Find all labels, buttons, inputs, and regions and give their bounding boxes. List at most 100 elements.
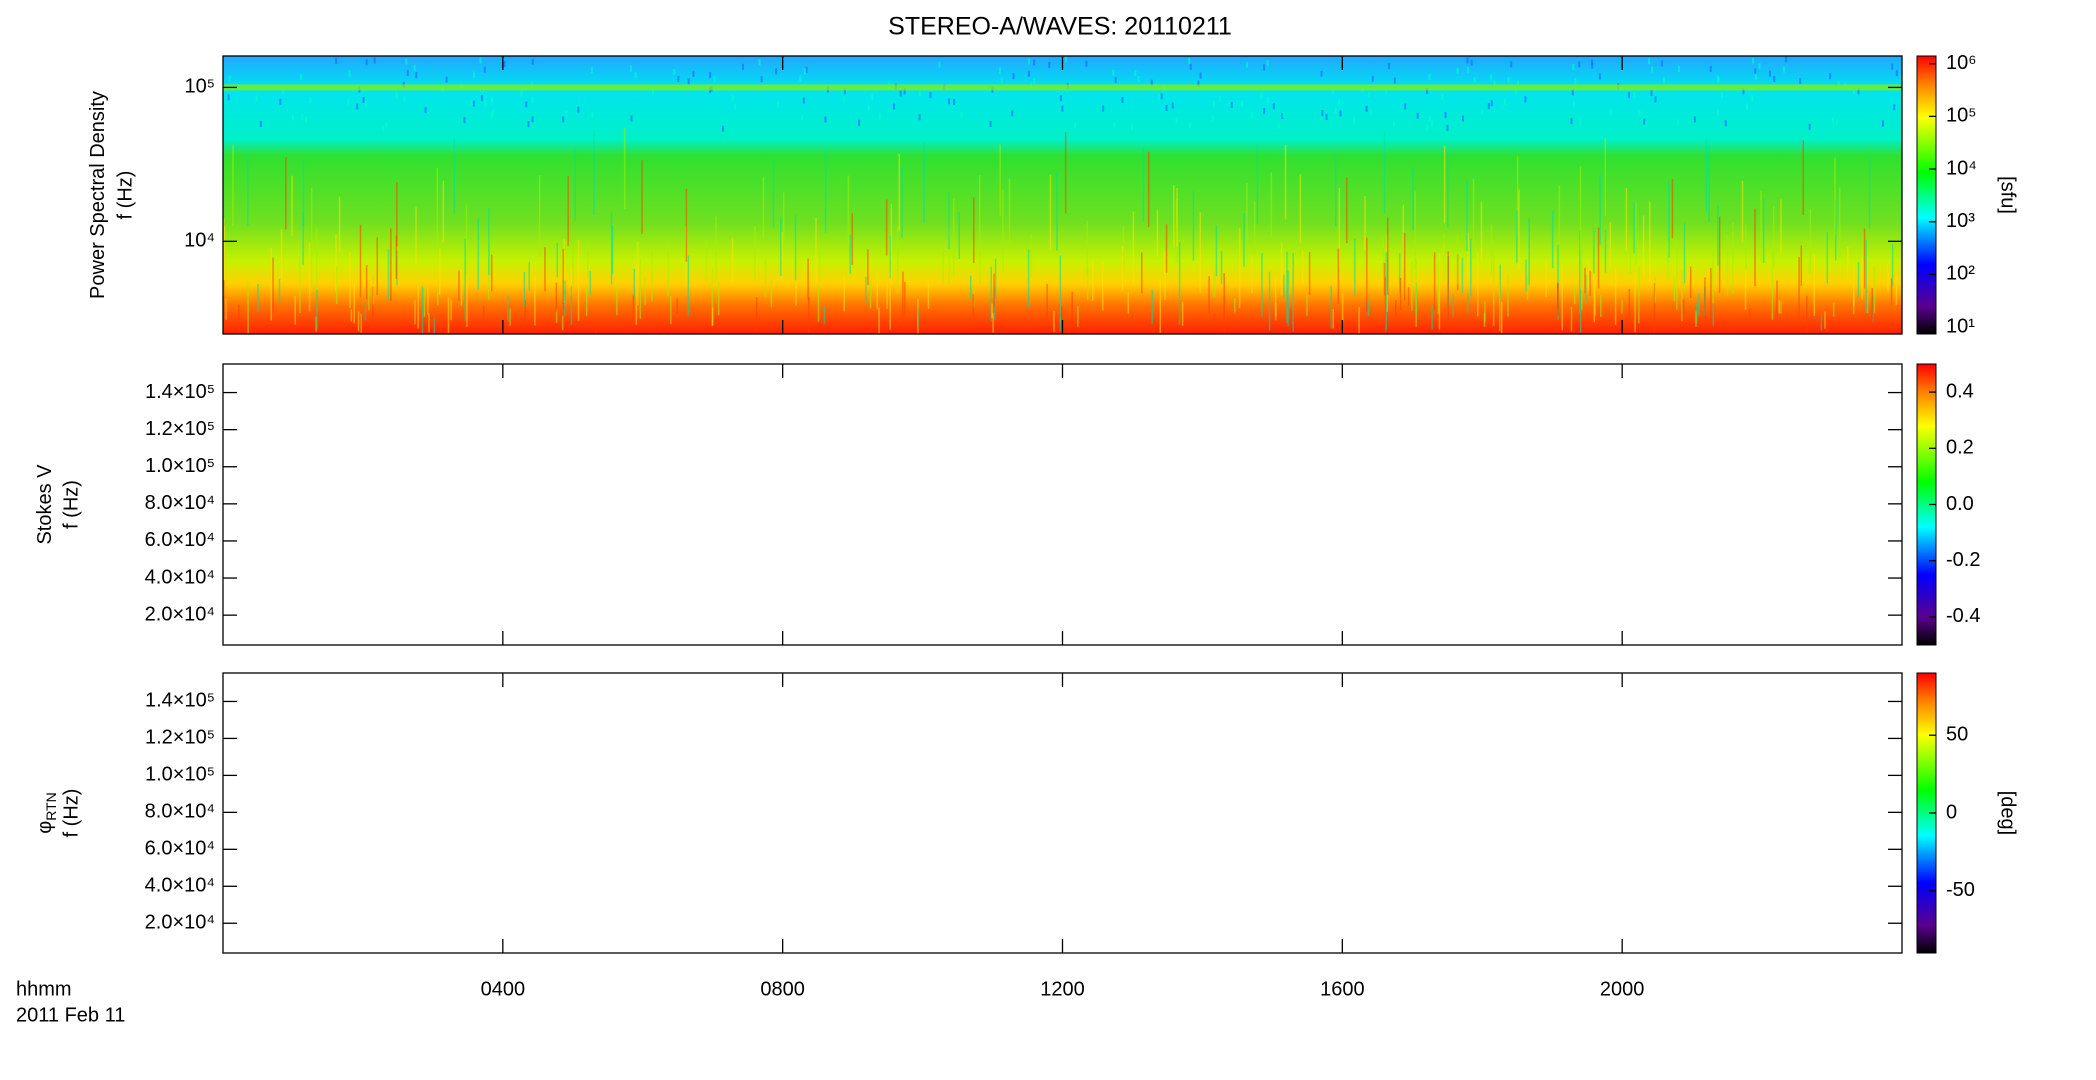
texture-streak: [1147, 151, 1150, 227]
texture-speck: [953, 98, 956, 105]
texture-speck: [843, 88, 846, 95]
colorbar-tick-label: 10⁴: [1946, 157, 1977, 179]
texture-streak: [507, 295, 509, 322]
texture-speck: [1012, 73, 1015, 80]
texture-streak: [1467, 232, 1469, 280]
texture-streak: [1141, 252, 1143, 294]
texture-streak: [616, 285, 618, 315]
texture-streak: [1800, 245, 1803, 287]
texture-speck: [999, 67, 1002, 74]
texture-streak: [1776, 280, 1778, 321]
texture-streak: [1887, 261, 1889, 292]
texture-speck: [1048, 61, 1051, 68]
texture-speck: [1574, 77, 1577, 84]
texture-streak: [1760, 190, 1762, 261]
y-tick-label: 10⁵: [184, 76, 215, 98]
texture-streak: [1192, 189, 1195, 261]
texture-streak: [1181, 302, 1184, 326]
texture-streak: [1528, 218, 1530, 286]
texture-speck: [531, 96, 534, 103]
texture-speck: [1895, 70, 1898, 77]
texture-streak: [310, 187, 313, 256]
y-tick-label: 1.0×10⁵: [145, 764, 215, 786]
texture-speck: [1473, 76, 1476, 83]
texture-speck: [1829, 73, 1832, 80]
texture-streak: [1824, 311, 1826, 329]
texture-speck: [741, 63, 744, 70]
texture-streak: [1525, 259, 1527, 292]
texture-speck: [1266, 97, 1269, 104]
texture-speck: [1643, 118, 1646, 125]
colorbar-tick-label: -0.4: [1946, 605, 1980, 627]
texture-speck: [1489, 74, 1492, 81]
texture-streak: [807, 258, 809, 300]
texture-streak: [360, 313, 362, 334]
texture-streak: [1772, 206, 1775, 268]
texture-speck: [634, 72, 637, 79]
texture-streak: [1780, 199, 1782, 254]
texture-streak: [1306, 294, 1308, 316]
texture-streak: [1283, 274, 1285, 298]
texture-streak: [1484, 301, 1486, 323]
texture-speck: [1782, 66, 1785, 73]
texture-speck: [1134, 70, 1137, 77]
texture-streak: [1415, 258, 1417, 327]
texture-streak: [1570, 307, 1573, 332]
texture-speck: [1751, 94, 1754, 101]
texture-speck: [1074, 122, 1077, 129]
texture-speck: [1245, 61, 1248, 68]
texture-streak: [1826, 315, 1828, 332]
texture-speck: [1493, 80, 1496, 87]
texture-speck: [445, 76, 448, 83]
texture-streak: [415, 207, 417, 264]
texture-streak: [1625, 188, 1628, 252]
texture-speck: [1338, 98, 1341, 105]
texture-speck: [463, 117, 466, 124]
colorbar-tick-label: 0.4: [1946, 380, 1974, 402]
texture-speck: [709, 72, 712, 79]
texture-streak: [1412, 165, 1414, 231]
y-tick-label: 2.0×10⁴: [145, 912, 215, 934]
texture-streak: [886, 283, 888, 309]
texture-speck: [531, 116, 534, 123]
texture-speck: [1428, 73, 1431, 80]
texture-speck: [1882, 120, 1885, 127]
texture-streak: [1754, 208, 1756, 286]
texture-streak: [1718, 216, 1721, 293]
texture-streak: [1215, 225, 1218, 277]
texture-streak: [223, 280, 225, 330]
texture-speck: [713, 76, 716, 83]
texture-streak: [843, 276, 846, 312]
texture-speck: [1746, 103, 1749, 110]
texture-streak: [353, 282, 356, 324]
texture-streak: [1802, 140, 1804, 216]
texture-streak: [1433, 252, 1436, 310]
texture-streak: [1585, 274, 1587, 305]
texture-streak: [1500, 301, 1503, 334]
texture-speck: [1281, 112, 1284, 119]
texture-speck: [721, 125, 724, 132]
texture-streak: [1771, 249, 1774, 320]
y-axis-label-text: Stokes V: [34, 464, 56, 545]
texture-speck: [1027, 58, 1030, 65]
texture-speck: [1277, 122, 1280, 129]
texture-streak: [1798, 257, 1800, 319]
texture-speck: [948, 98, 951, 105]
texture-streak: [359, 224, 362, 298]
texture-speck: [300, 74, 303, 81]
texture-speck: [1808, 123, 1811, 130]
texture-streak: [1101, 261, 1104, 311]
texture-speck: [1752, 57, 1755, 64]
texture-streak: [310, 248, 313, 293]
texture-speck: [591, 111, 594, 118]
texture-speck: [899, 90, 902, 97]
texture-streak: [488, 208, 490, 276]
chart-title: STEREO-A/WAVES: 20110211: [888, 13, 1232, 41]
texture-streak: [1447, 251, 1449, 327]
texture-streak: [1492, 254, 1495, 326]
texture-speck: [1000, 77, 1003, 84]
texture-streak: [1710, 267, 1712, 321]
texture-speck: [301, 114, 304, 121]
texture-streak: [223, 225, 225, 291]
texture-streak: [781, 232, 783, 283]
